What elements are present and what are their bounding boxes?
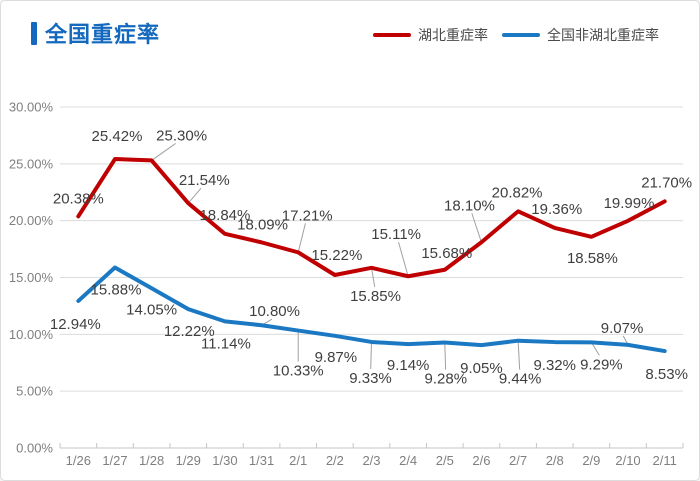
y-tick-label: 0.00% — [16, 441, 53, 456]
y-tick-label: 15.00% — [9, 270, 54, 285]
legend-label: 全国非湖北重症率 — [547, 27, 659, 43]
data-label: 18.10% — [444, 197, 495, 214]
x-tick-label: 2/7 — [509, 453, 527, 468]
x-tick-label: 2/5 — [436, 453, 454, 468]
data-label: 15.88% — [91, 281, 142, 298]
data-label-leader-line — [444, 342, 447, 370]
data-label: 18.58% — [567, 250, 618, 267]
data-label: 15.85% — [350, 288, 401, 305]
y-tick-label: 5.00% — [16, 384, 53, 399]
x-tick-label: 2/11 — [653, 453, 677, 468]
x-tick-label: 2/9 — [582, 453, 600, 468]
legend-line-swatch — [502, 33, 540, 37]
page-title: 全国重症率 — [31, 17, 160, 49]
x-tick-label: 2/10 — [615, 453, 640, 468]
data-label-leader-line — [371, 267, 376, 287]
y-tick-label: 10.00% — [9, 327, 54, 342]
data-label: 9.44% — [499, 371, 542, 388]
data-label: 14.05% — [126, 301, 177, 318]
x-tick-label: 1/29 — [176, 453, 201, 468]
data-label: 9.07% — [601, 320, 644, 337]
data-label: 11.14% — [201, 335, 251, 352]
x-tick-label: 2/6 — [472, 453, 490, 468]
data-label: 9.33% — [349, 370, 392, 387]
legend-line-swatch — [373, 33, 411, 37]
data-label: 21.70% — [641, 174, 692, 191]
hubei-series-line — [76, 157, 667, 279]
x-tick-label: 1/26 — [66, 453, 91, 468]
page-title-text: 全国重症率 — [45, 22, 161, 47]
y-tick-label: 30.00% — [9, 100, 54, 115]
y-tick-label: 20.00% — [9, 213, 54, 228]
data-label: 12.94% — [50, 316, 101, 333]
national-series-line — [76, 265, 667, 354]
x-tick-label: 1/28 — [139, 453, 164, 468]
x-tick-label: 2/4 — [399, 453, 417, 468]
x-tick-label: 1/31 — [249, 453, 274, 468]
data-label: 15.68% — [421, 245, 472, 262]
data-label: 9.29% — [580, 356, 623, 373]
x-tick-label: 1/27 — [102, 453, 127, 468]
x-tick-label: 2/2 — [326, 453, 344, 468]
data-label: 9.14% — [387, 357, 430, 374]
data-label-leader-line — [297, 223, 306, 253]
legend-label: 湖北重症率 — [418, 27, 488, 43]
data-label: 19.99% — [604, 195, 655, 212]
data-label: 9.28% — [425, 371, 468, 388]
x-tick-label: 2/1 — [289, 453, 307, 468]
y-tick-label: 25.00% — [9, 156, 54, 171]
data-label: 20.82% — [492, 184, 543, 201]
data-label-leader-line — [187, 187, 202, 204]
data-label-leader-line — [471, 213, 482, 243]
data-label: 20.38% — [53, 190, 104, 207]
data-label: 21.54% — [179, 172, 230, 189]
x-tick-label: 2/8 — [546, 453, 564, 468]
x-tick-label: 1/30 — [212, 453, 237, 468]
data-label: 17.21% — [282, 207, 333, 224]
data-label: 19.36% — [531, 201, 582, 218]
data-label: 10.80% — [249, 303, 300, 320]
data-label: 15.22% — [311, 247, 362, 264]
x-tick-label: 2/3 — [362, 453, 380, 468]
data-label: 10.33% — [273, 363, 324, 380]
data-label-leader-line — [151, 143, 176, 161]
data-label: 18.84% — [199, 207, 250, 224]
data-label: 9.87% — [315, 349, 358, 366]
data-label-leader-line — [590, 342, 600, 356]
legend-item-hubei: 湖北重症率 — [373, 25, 488, 45]
legend-item-national: 全国非湖北重症率 — [502, 25, 659, 45]
data-label: 8.53% — [645, 366, 688, 383]
data-label: 9.32% — [533, 357, 576, 374]
data-label: 12.22% — [164, 323, 215, 340]
data-label-leader-line — [370, 341, 372, 369]
data-label: 25.42% — [92, 128, 143, 145]
chart-legend: 湖北重症率 全国非湖北重症率 — [373, 25, 659, 45]
data-label: 15.11% — [371, 226, 421, 243]
title-accent-bar — [31, 21, 37, 45]
data-label-leader-line — [398, 242, 409, 277]
data-label-leader-line — [517, 340, 521, 370]
data-label: 25.30% — [156, 127, 207, 144]
data-label: 9.05% — [460, 360, 503, 377]
data-label: 18.09% — [237, 216, 288, 233]
